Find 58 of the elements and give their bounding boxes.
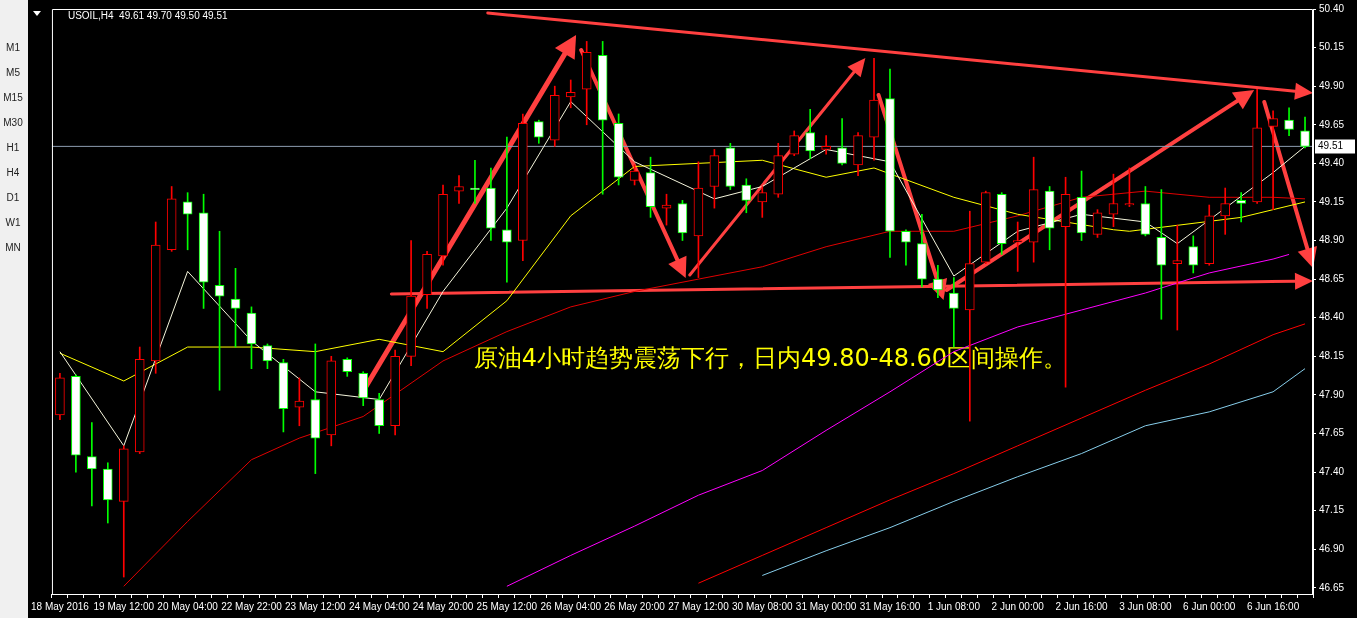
candlestick <box>821 135 831 155</box>
text: W1 <box>4 216 22 230</box>
y-tick-label: 46.90 <box>1319 542 1345 554</box>
x-tick-label: 18 May 2016 <box>31 600 90 612</box>
x-tick-label: 6 Jun 16:00 <box>1246 600 1300 612</box>
x-tick-label: 23 May 12:00 <box>285 600 347 612</box>
x-tick-label: 2 Jun 00:00 <box>991 600 1045 612</box>
y-tick-label: 47.65 <box>1319 427 1345 439</box>
y-tick-label: 48.40 <box>1319 311 1345 323</box>
candlestick <box>454 175 464 204</box>
y-tick-label: 49.15 <box>1319 195 1345 207</box>
x-tick-label: 31 May 16:00 <box>859 600 921 612</box>
candlestick <box>1268 110 1278 210</box>
x-tick-label: 27 May 12:00 <box>668 600 730 612</box>
y-tick-label: 48.15 <box>1319 350 1345 362</box>
y-tick-label: 50.15 <box>1319 41 1345 53</box>
x-tick-label: 30 May 08:00 <box>731 600 794 612</box>
x-tick-label: 24 May 20:00 <box>412 600 474 612</box>
x-tick-label: 6 Jun 00:00 <box>1183 600 1236 612</box>
y-tick-label: 47.15 <box>1319 504 1345 516</box>
text: MN <box>4 241 22 255</box>
chart-title: USOIL,H4 49.61 49.70 49.50 49.51 <box>67 9 228 21</box>
x-tick-label: 1 Jun 08:00 <box>927 600 981 612</box>
y-tick-label: 48.65 <box>1319 272 1345 284</box>
text: M30 <box>2 116 24 130</box>
y-tick-label: 49.90 <box>1319 79 1345 91</box>
candlestick <box>1012 221 1023 272</box>
candlestick <box>502 136 512 283</box>
text: M15 <box>2 91 24 105</box>
y-tick-label: 48.90 <box>1319 234 1345 246</box>
x-tick-label: 3 Jun 08:00 <box>1119 600 1172 612</box>
annotation: 原油4小时趋势震荡下行，日内49.80-48.60区间操作。 <box>473 344 1068 373</box>
x-tick-label: 26 May 20:00 <box>604 600 666 612</box>
x-tick-label: 22 May 22:00 <box>221 600 283 612</box>
y-tick-label: 47.40 <box>1319 465 1345 477</box>
text: H4 <box>5 166 21 180</box>
candlestick <box>565 79 576 109</box>
text: D1 <box>5 191 21 205</box>
x-tick-label: 26 May 04:00 <box>540 600 602 612</box>
candlestick <box>87 422 97 507</box>
candlestick <box>1236 192 1246 223</box>
y-tick-label: 49.65 <box>1319 118 1345 130</box>
x-tick-label: 24 May 04:00 <box>348 600 410 612</box>
candlestick <box>949 277 959 348</box>
x-tick-label: 2 Jun 16:00 <box>1055 600 1109 612</box>
y-tick-label: 50.40 <box>1319 2 1345 14</box>
text: H1 <box>5 141 21 155</box>
y-tick-label: 49.40 <box>1319 157 1345 169</box>
x-tick-label: 19 May 12:00 <box>93 600 155 612</box>
text: M5 <box>5 66 21 80</box>
x-tick-label: 20 May 04:00 <box>157 600 219 612</box>
x-tick-label: 25 May 12:00 <box>476 600 538 612</box>
y-tick-label: 47.90 <box>1319 388 1345 400</box>
y-tick-label: 46.65 <box>1319 581 1345 593</box>
ref-line-label: 49.51 <box>1318 140 1344 152</box>
candlestick <box>1172 224 1183 331</box>
x-tick-label: 31 May 00:00 <box>795 600 857 612</box>
text: M1 <box>5 41 21 55</box>
